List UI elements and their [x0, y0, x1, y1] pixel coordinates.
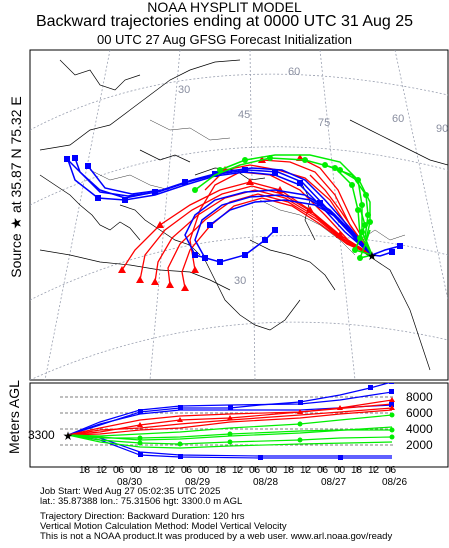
time-axis-ticks	[84, 467, 392, 472]
time-tick: 18	[215, 465, 227, 476]
height-profile-lines	[67, 383, 393, 459]
grid-label: 30	[178, 84, 190, 96]
grid-label: 45	[238, 109, 250, 121]
time-tick: 00	[130, 465, 142, 476]
profile-source-star-icon: ★	[63, 429, 74, 443]
time-tick: 18	[79, 465, 91, 476]
grid-label: 90	[436, 123, 448, 135]
title-main: Backward trajectories ending at 0000 UTC…	[35, 13, 414, 30]
map-frame	[29, 49, 449, 381]
trajectory-markers-blue	[64, 155, 403, 265]
time-tick: 06	[113, 465, 125, 476]
grid-label: 75	[318, 117, 330, 129]
time-tick: 12	[232, 465, 244, 476]
date-tick: 08/29	[185, 477, 211, 488]
time-tick: 18	[351, 465, 363, 476]
time-tick: 00	[266, 465, 278, 476]
height-tick: 6000	[406, 406, 433, 420]
date-tick: 08/26	[382, 477, 408, 488]
time-tick: 18	[283, 465, 295, 476]
source-star-icon: ★	[367, 249, 378, 263]
vertical-motion-method: Vertical Motion Calculation Method: Mode…	[40, 521, 287, 532]
time-tick: 12	[96, 465, 108, 476]
trajectory-direction: Trajectory Direction: Backward Duration:…	[40, 511, 245, 522]
height-tick: 4000	[406, 422, 433, 436]
time-tick: 06	[249, 465, 261, 476]
grid-label: 60	[392, 113, 404, 125]
title-model: NOAA HYSPLIT MODEL	[147, 0, 302, 15]
height-tick: 8000	[406, 390, 433, 404]
title-init: 00 UTC 27 Aug GFSG Forecast Initializati…	[96, 32, 353, 47]
trajectory-markers-red	[118, 154, 344, 291]
time-tick: 06	[181, 465, 193, 476]
time-tick: 12	[368, 465, 380, 476]
trajectory-markers-green	[192, 155, 373, 261]
date-tick: 08/30	[117, 477, 143, 488]
run-info: Job Start: Wed Aug 27 05:02:35 UTC 2025 …	[0, 487, 449, 548]
time-tick: 12	[300, 465, 312, 476]
time-tick: 00	[198, 465, 210, 476]
time-tick: 06	[385, 465, 397, 476]
date-tick: 08/27	[321, 477, 347, 488]
disclaimer: This is not a NOAA product.It was produc…	[40, 531, 393, 542]
time-tick: 18	[147, 465, 159, 476]
job-start: Job Start: Wed Aug 27 05:02:35 UTC 2025	[40, 486, 221, 497]
grid-label: 60	[288, 66, 300, 78]
height-tick: 2000	[406, 438, 433, 452]
trajectories-green	[194, 154, 373, 260]
time-tick: 00	[334, 465, 346, 476]
time-tick: 12	[164, 465, 176, 476]
date-tick: 08/28	[253, 477, 279, 488]
source-coordinates: lat.: 35.87388 lon.: 75.31506 hgt: 3300.…	[40, 496, 243, 507]
height-profile-markers	[137, 383, 395, 460]
grid-label: 30	[234, 275, 246, 287]
time-tick: 06	[317, 465, 329, 476]
start-height-label: 3300	[28, 428, 55, 442]
